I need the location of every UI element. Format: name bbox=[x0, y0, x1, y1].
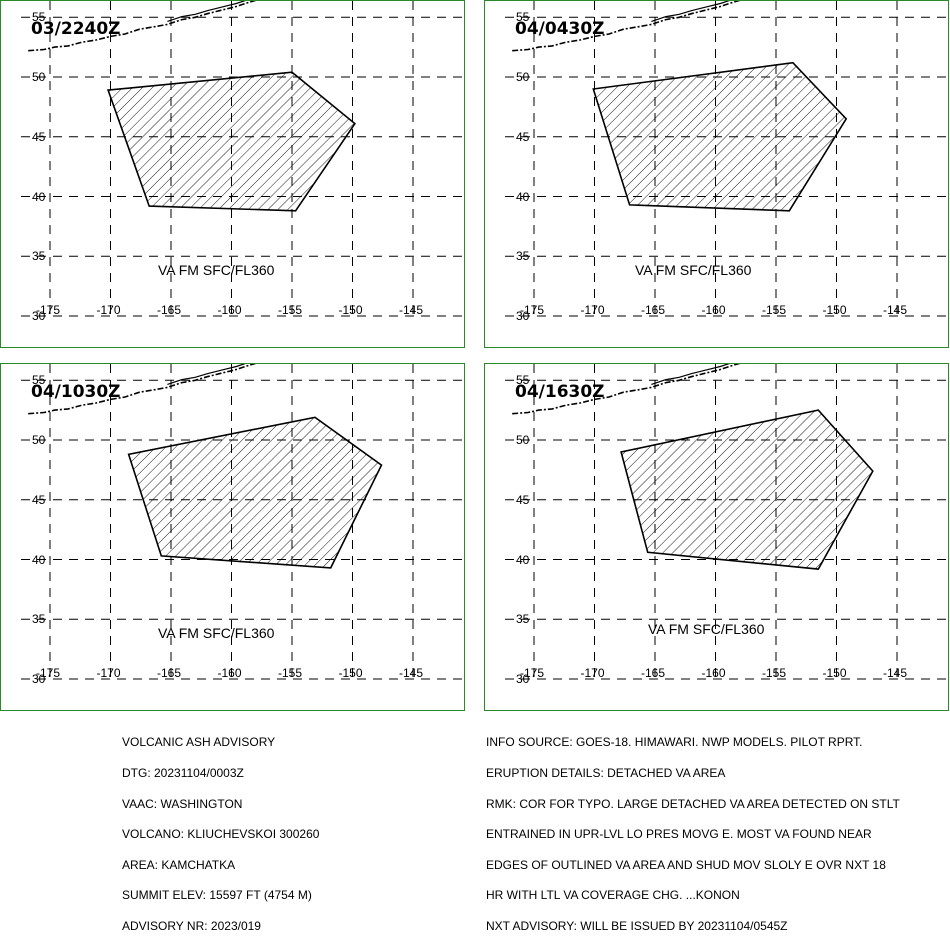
latitude-tick-label: 30 bbox=[516, 309, 530, 323]
latitude-tick-label: 55 bbox=[32, 373, 46, 388]
longitude-tick-label: -160 bbox=[217, 303, 242, 317]
advisory-line: ADVISORY NR: 2023/019 bbox=[122, 918, 261, 933]
longitude-tick-label: -155 bbox=[762, 666, 787, 680]
advisory-line: VOLCANIC ASH ADVISORY bbox=[122, 735, 276, 750]
latitude-tick-label: 30 bbox=[32, 672, 46, 686]
longitude-tick-label: -150 bbox=[338, 666, 363, 680]
panel-time-label: 04/0430Z bbox=[515, 19, 605, 39]
map-panel-3: 04/1030Z VA FM SFC/FL360 -175 -170 -165 -160 -… bbox=[0, 363, 465, 711]
coastline bbox=[28, 364, 257, 415]
longitude-tick-label: -160 bbox=[701, 303, 726, 317]
latitude-tick-label: 40 bbox=[516, 189, 530, 204]
latitude-tick-label: 35 bbox=[516, 612, 530, 627]
map-canvas bbox=[505, 364, 947, 680]
latitude-tick-label: 45 bbox=[32, 129, 46, 144]
map-panel-1: 03/2240Z VA FM SFC/FL360 -175 -170 -165 -160 -… bbox=[0, 0, 465, 348]
coastline bbox=[512, 364, 741, 415]
longitude-tick-label: -175 bbox=[520, 666, 545, 680]
va-level-label: VA FM SFC/FL360 bbox=[158, 625, 275, 641]
info-line: ERUPTION DETAILS: DETACHED VA AREA bbox=[486, 766, 726, 780]
coastline-detail bbox=[167, 1, 246, 22]
advisory-line: VAAC: WASHINGTON bbox=[122, 796, 243, 811]
longitude-tick-label: -155 bbox=[278, 666, 303, 680]
latitude-tick-label: 55 bbox=[516, 10, 530, 25]
longitude-tick-label: -145 bbox=[883, 303, 908, 317]
ash-cloud-polygon bbox=[620, 409, 874, 570]
map-panel-4: 04/1630Z VA FM SFC/FL360 -175 -170 -165 -160 -… bbox=[484, 363, 949, 711]
coastline bbox=[512, 1, 741, 52]
advisory-line: VOLCANO: KLIUCHEVSKOI 300260 bbox=[122, 827, 320, 842]
info-line: EDGES OF OUTLINED VA AREA AND SHUD MOV S… bbox=[486, 857, 886, 872]
va-level-label: VA FM SFC/FL360 bbox=[648, 621, 765, 637]
longitude-tick-label: -155 bbox=[278, 303, 303, 317]
longitude-tick-label: -170 bbox=[580, 303, 605, 317]
longitude-tick-label: -145 bbox=[883, 666, 908, 680]
latitude-tick-label: 40 bbox=[32, 189, 46, 204]
longitude-tick-label: -170 bbox=[580, 666, 605, 680]
longitude-tick-label: -165 bbox=[641, 666, 666, 680]
latitude-tick-label: 50 bbox=[516, 433, 530, 447]
longitude-tick-label: -160 bbox=[701, 666, 726, 680]
longitude-tick-label: -165 bbox=[157, 303, 182, 317]
longitude-tick-label: -170 bbox=[96, 303, 121, 317]
longitude-tick-label: -160 bbox=[217, 666, 242, 680]
latitude-tick-label: 45 bbox=[516, 492, 530, 507]
map-panel-2: 04/0430Z VA FM SFC/FL360 -175 -170 -165 -160 -… bbox=[484, 0, 949, 348]
ash-cloud-polygon bbox=[107, 71, 356, 212]
advisory-info-block: INFO SOURCE: GOES-18. HIMAWARI. NWP MODE… bbox=[486, 717, 900, 941]
panel-time-label: 04/1630Z bbox=[515, 382, 605, 402]
latitude-tick-label: 40 bbox=[516, 552, 530, 567]
advisory-header-block: VOLCANIC ASH ADVISORY DTG: 20231104/0003… bbox=[122, 717, 319, 941]
longitude-tick-label: -175 bbox=[36, 303, 61, 317]
longitude-tick-label: -145 bbox=[399, 303, 424, 317]
latitude-tick-label: 30 bbox=[516, 672, 530, 686]
coastline bbox=[28, 1, 257, 52]
latitude-tick-label: 40 bbox=[32, 552, 46, 567]
longitude-tick-label: -165 bbox=[641, 303, 666, 317]
longitude-tick-label: -175 bbox=[520, 303, 545, 317]
latitude-tick-label: 50 bbox=[32, 70, 46, 84]
info-line: NXT ADVISORY: WILL BE ISSUED BY 20231104… bbox=[486, 918, 788, 933]
latitude-tick-label: 55 bbox=[32, 10, 46, 25]
ash-cloud-polygon bbox=[127, 416, 383, 569]
coastline-detail bbox=[651, 1, 730, 22]
info-line: INFO SOURCE: GOES-18. HIMAWARI. NWP MODE… bbox=[486, 735, 863, 750]
latitude-tick-label: 30 bbox=[32, 309, 46, 323]
info-line: HR WITH LTL VA COVERAGE CHG. ...KONON bbox=[486, 888, 740, 903]
longitude-tick-label: -150 bbox=[822, 303, 847, 317]
advisory-line: DTG: 20231104/0003Z bbox=[122, 766, 244, 780]
latitude-tick-label: 45 bbox=[516, 129, 530, 144]
latitude-tick-label: 45 bbox=[32, 492, 46, 507]
coastline-detail bbox=[651, 364, 730, 385]
longitude-tick-label: -155 bbox=[762, 303, 787, 317]
latitude-tick-label: 50 bbox=[32, 433, 46, 447]
info-line: RMK: COR FOR TYPO. LARGE DETACHED VA ARE… bbox=[486, 796, 900, 811]
va-level-label: VA FM SFC/FL360 bbox=[635, 262, 752, 278]
latitude-tick-label: 35 bbox=[32, 612, 46, 627]
latitude-tick-label: 35 bbox=[32, 249, 46, 264]
advisory-line: AREA: KAMCHATKA bbox=[122, 857, 236, 872]
latitude-tick-label: 35 bbox=[516, 249, 530, 264]
longitude-tick-label: -150 bbox=[338, 303, 363, 317]
latitude-tick-label: 55 bbox=[516, 373, 530, 388]
map-canvas bbox=[21, 364, 463, 680]
map-canvas bbox=[505, 1, 947, 317]
panel-time-label: 03/2240Z bbox=[31, 19, 121, 39]
longitude-tick-label: -170 bbox=[96, 666, 121, 680]
map-canvas bbox=[21, 1, 463, 317]
va-level-label: VA FM SFC/FL360 bbox=[158, 262, 275, 278]
advisory-line: SUMMIT ELEV: 15597 FT (4754 M) bbox=[122, 888, 312, 903]
info-line: ENTRAINED IN UPR-LVL LO PRES MOVG E. MOS… bbox=[486, 827, 872, 842]
latitude-tick-label: 50 bbox=[516, 70, 530, 84]
ash-cloud-polygon bbox=[592, 61, 848, 212]
longitude-tick-label: -150 bbox=[822, 666, 847, 680]
coastline-detail bbox=[167, 364, 246, 385]
longitude-tick-label: -165 bbox=[157, 666, 182, 680]
panel-time-label: 04/1030Z bbox=[31, 382, 121, 402]
longitude-tick-label: -175 bbox=[36, 666, 61, 680]
longitude-tick-label: -145 bbox=[399, 666, 424, 680]
